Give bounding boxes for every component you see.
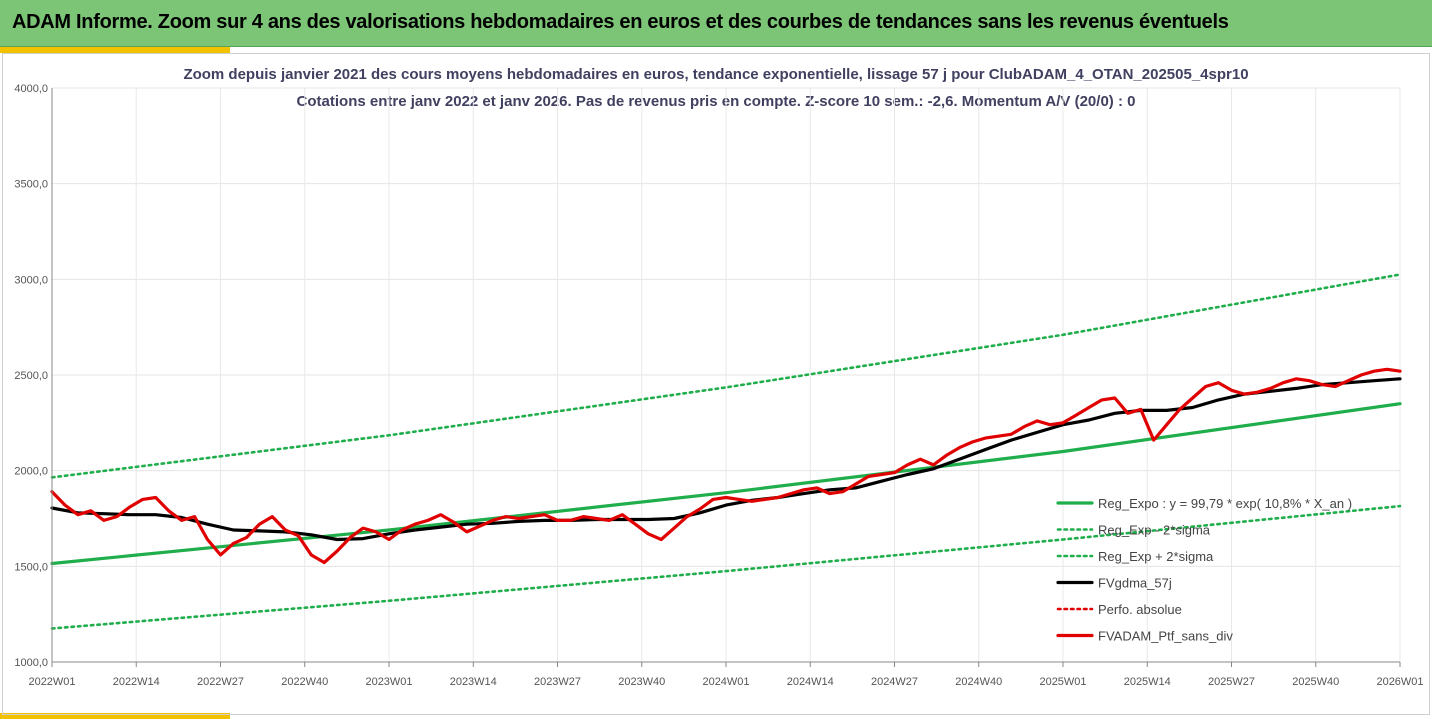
x-tick-label: 2023W27 (534, 676, 581, 688)
legend: Reg_Expo : y = 99,79 * exp( 10,8% * X_an… (1056, 496, 1352, 644)
series-lines (50, 273, 1402, 630)
y-tick-label: 3500,0 (14, 179, 48, 191)
x-tick-label: 2023W14 (450, 676, 497, 688)
legend-label: FVgdma_57j (1098, 576, 1172, 591)
x-tick-label: 2024W14 (787, 676, 834, 688)
x-tick-label: 2025W01 (1039, 676, 1086, 688)
x-tick-label: 2024W40 (955, 676, 1002, 688)
x-tick-label: 2025W40 (1292, 676, 1339, 688)
x-tick-label: 2023W01 (365, 676, 412, 688)
legend-label: Reg_Exp - 2*sigma (1098, 523, 1211, 538)
chart-subtitle: Cotations entre janv 2022 et janv 2026. … (296, 93, 1136, 110)
series-line-5 (50, 367, 1402, 565)
legend-label: Perfo. absolue (1098, 602, 1182, 617)
legend-label: Reg_Expo : y = 99,79 * exp( 10,8% * X_an… (1098, 496, 1352, 511)
accent-strip-top (0, 47, 230, 53)
x-tick-label: 2022W40 (281, 676, 328, 688)
x-tick-label: 2022W14 (113, 676, 160, 688)
axes: 1000,0 1500,0 2000,0 2500,0 3000,0 3500,0 4000… (14, 83, 1423, 688)
chart-title: Zoom depuis janvier 2021 des cours moyen… (183, 66, 1249, 83)
series-line-0 (50, 402, 1402, 566)
series-line-3 (50, 377, 1402, 542)
y-tick-label: 4000,0 (14, 83, 48, 95)
x-tick-label: 2022W27 (197, 676, 244, 688)
header-bar: ADAM Informe. Zoom sur 4 ans des valoris… (0, 0, 1432, 47)
y-tick-label: 1500,0 (14, 561, 48, 573)
series-line-1 (50, 504, 1402, 630)
gridlines (51, 87, 1401, 663)
x-tick-label: 2023W40 (618, 676, 665, 688)
x-tick-label: 2022W01 (28, 676, 75, 688)
legend-label: Reg_Exp + 2*sigma (1098, 549, 1214, 564)
legend-label: FVADAM_Ptf_sans_div (1098, 629, 1233, 644)
y-tick-label: 2000,0 (14, 466, 48, 478)
x-tick-label: 2025W27 (1208, 676, 1255, 688)
accent-strip-bottom (0, 713, 230, 719)
y-tick-label: 3000,0 (14, 274, 48, 286)
series-line-2 (50, 273, 1402, 479)
chart-frame (2, 53, 1430, 715)
x-tick-label: 2025W14 (1124, 676, 1171, 688)
header-title: ADAM Informe. Zoom sur 4 ans des valoris… (12, 11, 1229, 33)
x-tick-label: 2024W01 (702, 676, 749, 688)
y-tick-label: 1000,0 (14, 657, 48, 669)
x-tick-label: 2024W27 (871, 676, 918, 688)
y-tick-label: 2500,0 (14, 370, 48, 382)
x-tick-label: 2026W01 (1376, 676, 1423, 688)
